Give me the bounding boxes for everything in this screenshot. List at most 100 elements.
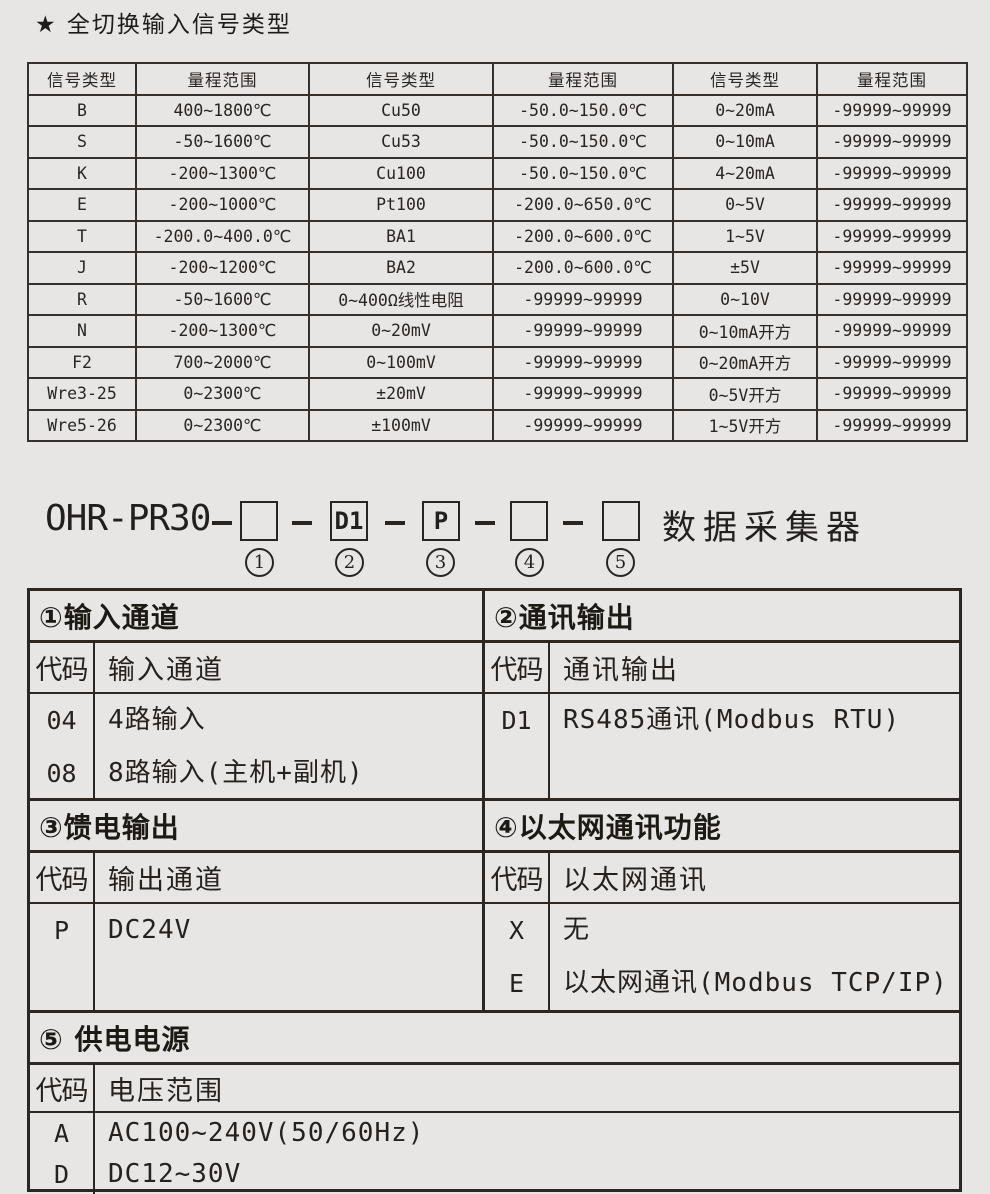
order-table-ethernet: ④以太网通讯功能 代码 以太网通讯 X E 无以太网通讯(Modbus TCP/IP… [482,801,959,1010]
dash-separator [475,521,495,525]
signal-table-cell: 0~10mA [672,125,818,159]
signal-table-row: S -50~1600℃ Cu53 -50.0~150.0℃ 0~10mA -99999~9… [27,125,968,159]
signal-table-cell: B [27,93,137,127]
code-column-header: 代码 [485,853,550,902]
signal-table-cell: -200.0~650.0℃ [492,188,674,222]
signal-table-row: Wre3-25 0~2300℃ ±20mV -99999~99999 0~5V开方 -99… [27,377,968,411]
signal-table-cell: T [27,219,137,253]
description-cell: AC100~240V(50/60Hz) [108,1118,425,1148]
signal-table-row: E -200~1000℃ Pt100 -200.0~650.0℃ 0~5V -99999~… [27,188,968,222]
description-cell: 8路输入(主机+副机) [108,758,364,788]
signal-table-cell: -50~1600℃ [135,282,310,316]
order-table-title: ④以太网通讯功能 [485,801,959,853]
signal-table-cell: -99999~99999 [492,282,674,316]
signal-table-cell: N [27,314,137,348]
circled-number-5: 5 [606,548,635,577]
signal-table-cell: -200~1000℃ [135,188,310,222]
description-cell: DC12~30V [108,1159,242,1189]
signal-table-cell: -99999~99999 [816,314,968,348]
page-title: ★ 全切换输入信号类型 [35,12,292,38]
signal-table-cell: 0~10mA开方 [672,314,818,348]
description-cell: RS485通讯(Modbus RTU) [563,705,901,735]
signal-table-cell: 0~400Ω线性电阻 [308,282,494,316]
desc-column-header: 电压范围 [108,1075,224,1107]
signal-table-header-cell: 量程范围 [135,62,310,96]
signal-table-cell: Wre5-26 [27,408,137,442]
model-slot-3-box: P [422,501,460,541]
signal-table-cell: -99999~99999 [816,93,968,127]
signal-table-cell: 0~20mV [308,314,494,348]
circled-number-1: 1 [245,548,274,577]
order-table-power-supply: ⑤ 供电电源 代码 电压范围 A D AC100~240V(50/60Hz) DC12… [30,1013,959,1194]
signal-table-cell: -200.0~600.0℃ [492,219,674,253]
signal-table-cell: ±5V [672,251,818,285]
signal-table-cell: ±20mV [308,377,494,411]
model-slot-4-box [510,501,548,541]
signal-table-cell: K [27,156,137,190]
signal-range-table: 信号类型 量程范围 信号类型 量程范围 信号类型 量程范围 B 400~1800℃ Cu50-… [27,62,968,442]
signal-table-cell: 4~20mA [672,156,818,190]
dash-separator [385,521,405,525]
signal-table-row: F2 700~2000℃ 0~100mV -99999~99999 0~20mA开方 -9… [27,345,968,379]
signal-table-row: N -200~1300℃ 0~20mV -99999~99999 0~10mA开方 -99… [27,314,968,348]
order-table-feed-output: ③馈电输出 代码 输出通道 P DC24V [30,801,482,1010]
signal-table-cell: -99999~99999 [816,219,968,253]
order-row-2: ③馈电输出 代码 输出通道 P DC24V ④以太网通讯功能 代码 以太网通讯 X… [30,801,959,1013]
signal-table-cell: E [27,188,137,222]
signal-table-cell: 1~5V开方 [672,408,818,442]
signal-table-cell: ±100mV [308,408,494,442]
signal-table-cell: -50.0~150.0℃ [492,156,674,190]
signal-table-cell: 0~2300℃ [135,377,310,411]
signal-table-cell: S [27,125,137,159]
order-table-title: ①输入通道 [30,591,482,643]
signal-table-cell: J [27,251,137,285]
desc-column-header: 输出通道 [108,865,224,896]
code-cell: E [508,969,525,998]
signal-table-row: K -200~1300℃ Cu100 -50.0~150.0℃ 4~20mA -99999… [27,156,968,190]
signal-table-cell: Cu100 [308,156,494,190]
signal-table-cell: -50~1600℃ [135,125,310,159]
signal-table-cell: BA1 [308,219,494,253]
circled-number-2: 2 [335,548,364,577]
signal-table-cell: 1~5V [672,219,818,253]
signal-table-cell: BA2 [308,251,494,285]
signal-table-cell: -99999~99999 [492,377,674,411]
signal-table-cell: -200~1300℃ [135,156,310,190]
order-table-input-channels: ①输入通道 代码 输入通道 04 08 4路输入 8路输入(主机+副机) [30,591,482,798]
signal-table-cell: Wre3-25 [27,377,137,411]
ordering-code-tables: ①输入通道 代码 输入通道 04 08 4路输入 8路输入(主机+副机) ②通讯输出 … [27,588,962,1194]
signal-table-cell: -99999~99999 [816,188,968,222]
signal-table-header-row: 信号类型 量程范围 信号类型 量程范围 信号类型 量程范围 [27,62,968,96]
signal-table-row: R -50~1600℃ 0~400Ω线性电阻 -99999~99999 0~10V -99… [27,282,968,316]
signal-table-row: J -200~1200℃ BA2 -200.0~600.0℃ ±5V -99999~999… [27,251,968,285]
signal-table-cell: -99999~99999 [816,125,968,159]
order-row-1: ①输入通道 代码 输入通道 04 08 4路输入 8路输入(主机+副机) ②通讯输出 … [30,591,959,801]
signal-table-header-cell: 信号类型 [308,62,494,96]
signal-table-row: Wre5-26 0~2300℃ ±100mV -99999~99999 1~5V开方 -9… [27,408,968,442]
description-cell: 4路输入 [108,705,206,735]
signal-table-cell: -200~1300℃ [135,314,310,348]
signal-table-cell: 0~2300℃ [135,408,310,442]
signal-table-cell: -99999~99999 [816,156,968,190]
signal-table-cell: 0~10V [672,282,818,316]
dash-separator [292,521,312,525]
signal-table-header-cell: 信号类型 [27,62,137,96]
desc-column-header: 以太网通讯 [563,865,708,896]
signal-table-cell: -99999~99999 [816,408,968,442]
signal-table-cell: 0~5V [672,188,818,222]
signal-table-cell: -99999~99999 [492,408,674,442]
order-table-title: ⑤ 供电电源 [30,1013,959,1065]
signal-table-row: B 400~1800℃ Cu50 -50.0~150.0℃ 0~20mA -99999~9… [27,93,968,127]
code-cell: X [508,916,525,945]
description-cell: 以太网通讯(Modbus TCP/IP) [563,968,948,998]
signal-table-cell: 0~20mA [672,93,818,127]
code-column-header: 代码 [485,643,550,692]
signal-table-cell: 0~5V开方 [672,377,818,411]
code-column-header: 代码 [30,643,95,692]
signal-table-cell: -200~1200℃ [135,251,310,285]
signal-table-cell: 700~2000℃ [135,345,310,379]
code-column-header: 代码 [30,853,95,902]
model-slot-1-box [240,501,278,541]
dash-separator [212,521,232,525]
signal-table-cell: 0~20mA开方 [672,345,818,379]
